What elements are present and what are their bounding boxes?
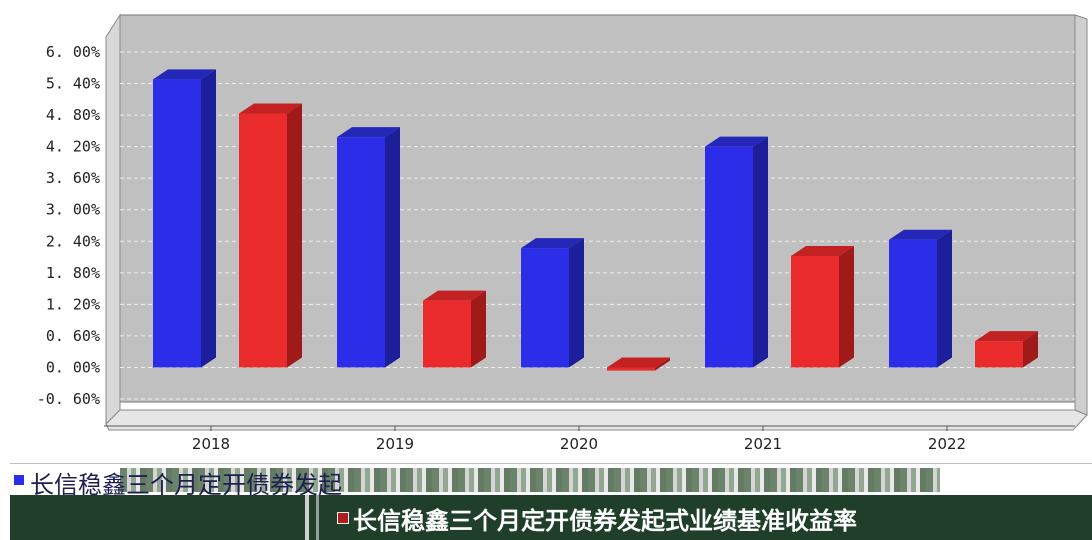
y-tick-label: -0. 60% — [37, 390, 100, 408]
bar — [607, 357, 670, 371]
bar-front — [889, 239, 937, 368]
bar-front — [423, 300, 471, 368]
x-axis-ticks: 2018 2019 2020 2021 2022 — [192, 426, 966, 453]
bar-top — [521, 238, 584, 249]
x-tick-label: 2021 — [744, 435, 782, 453]
y-tick-label: 4. 80% — [46, 106, 100, 124]
bar-side — [839, 245, 854, 368]
bar-side — [287, 103, 302, 368]
x-tick-label: 2020 — [560, 435, 598, 453]
bar-front — [239, 113, 287, 368]
bar — [889, 229, 952, 368]
bar-side — [1023, 331, 1038, 368]
bar-side — [201, 69, 216, 368]
y-tick-label: 4. 20% — [46, 138, 100, 156]
gridlines — [120, 51, 1075, 400]
legend-swatch-red — [337, 512, 349, 524]
legend-swatch-blue — [14, 475, 24, 485]
legend-item-series-1: 长信稳鑫三个月定开债券发起 — [10, 463, 1092, 495]
y-tick-label: 6. 00% — [46, 43, 100, 61]
y-tick-label: 1. 20% — [46, 295, 100, 313]
bar — [337, 127, 400, 368]
bar — [423, 290, 486, 368]
x-tick-label: 2019 — [376, 435, 414, 453]
bar-front — [521, 248, 569, 368]
bar — [153, 69, 216, 368]
bar — [975, 331, 1038, 368]
y-tick-label: 3. 60% — [46, 169, 100, 187]
bar-side — [385, 127, 400, 368]
bar-top — [153, 69, 216, 80]
legend-label-series-1: 长信稳鑫三个月定开债券发起 — [30, 471, 342, 495]
bar-side — [471, 290, 486, 368]
x-tick-label: 2022 — [928, 435, 966, 453]
bar-side — [753, 136, 768, 368]
bar-top — [705, 136, 768, 147]
bar-top — [337, 127, 400, 138]
legend-noise — [120, 468, 940, 492]
bar-side — [569, 238, 584, 368]
y-tick-label: 0. 60% — [46, 327, 100, 345]
bar-front — [705, 146, 753, 368]
y-axis-ticks: 6. 00% 5. 40% 4. 80% 4. 20% 3. 60% 3. 00% 2. 4… — [37, 43, 100, 408]
y-tick-label: 0. 00% — [46, 358, 100, 376]
bar — [791, 245, 854, 368]
bar-top — [975, 331, 1038, 342]
bar — [521, 238, 584, 368]
bar-front — [337, 137, 385, 368]
bar-chart: 6. 00% 5. 40% 4. 80% 4. 20% 3. 60% 3. 00% 2. 4… — [37, 13, 1088, 453]
bar-top — [889, 229, 952, 240]
bar-top — [791, 245, 854, 256]
bar-top — [607, 357, 670, 368]
x-tick-label: 2018 — [192, 435, 230, 453]
bar — [705, 136, 768, 368]
bar — [239, 103, 302, 368]
legend-label-series-2: 长信稳鑫三个月定开债券发起式业绩基准收益率 — [353, 507, 857, 535]
bar-top — [423, 290, 486, 301]
legend-divider-inner — [316, 495, 319, 540]
plot-floor — [105, 409, 1088, 431]
plot-left-wall — [105, 13, 121, 426]
legend-divider — [305, 495, 309, 540]
bar-side — [937, 229, 952, 368]
bar-front — [975, 341, 1023, 368]
bar-front — [791, 255, 839, 368]
y-tick-label: 2. 40% — [46, 232, 100, 250]
bar-top — [239, 103, 302, 114]
legend-item-series-2: 长信稳鑫三个月定开债券发起式业绩基准收益率 — [10, 495, 1092, 540]
bar-front — [607, 367, 655, 371]
plot-right-edge — [1074, 14, 1088, 416]
bars — [153, 69, 1038, 371]
bar-side — [655, 357, 670, 371]
y-tick-label: 1. 80% — [46, 264, 100, 282]
y-tick-label: 5. 40% — [46, 75, 100, 93]
bar-front — [153, 79, 201, 368]
y-tick-label: 3. 00% — [46, 201, 100, 219]
